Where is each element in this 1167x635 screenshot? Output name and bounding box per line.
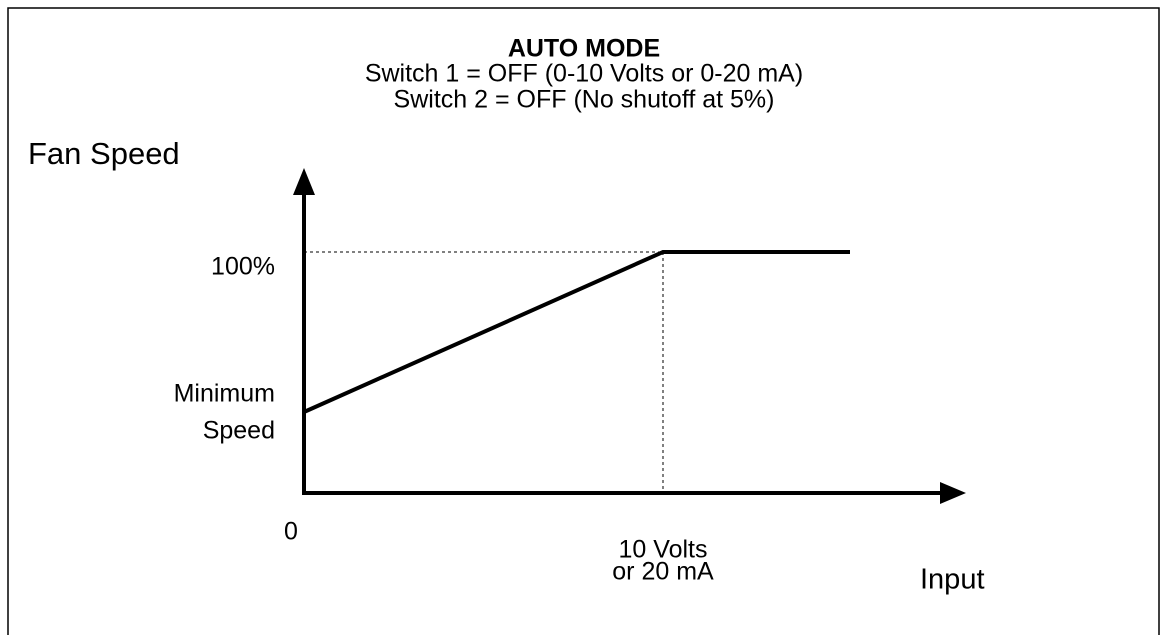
title: AUTO MODE	[508, 35, 660, 63]
speed-curve	[303, 250, 850, 414]
x-max-label: or 20 mA	[612, 558, 714, 586]
y-max-label: 100%	[211, 253, 275, 281]
subtitle: Switch 2 = OFF (No shutoff at 5%)	[394, 86, 775, 114]
y-min-label: Speed	[203, 417, 275, 445]
x-origin-label: 0	[284, 518, 298, 546]
arrowhead	[940, 482, 966, 504]
y-min-label: Minimum	[174, 380, 275, 408]
arrowhead	[293, 168, 315, 195]
frame	[7, 7, 1160, 635]
x-max-label: 10 Volts	[619, 536, 708, 564]
x-axis-label: Input	[920, 564, 985, 596]
subtitle: Switch 1 = OFF (0-10 Volts or 0-20 mA)	[365, 60, 803, 88]
y-axis-label: Fan Speed	[28, 136, 180, 171]
